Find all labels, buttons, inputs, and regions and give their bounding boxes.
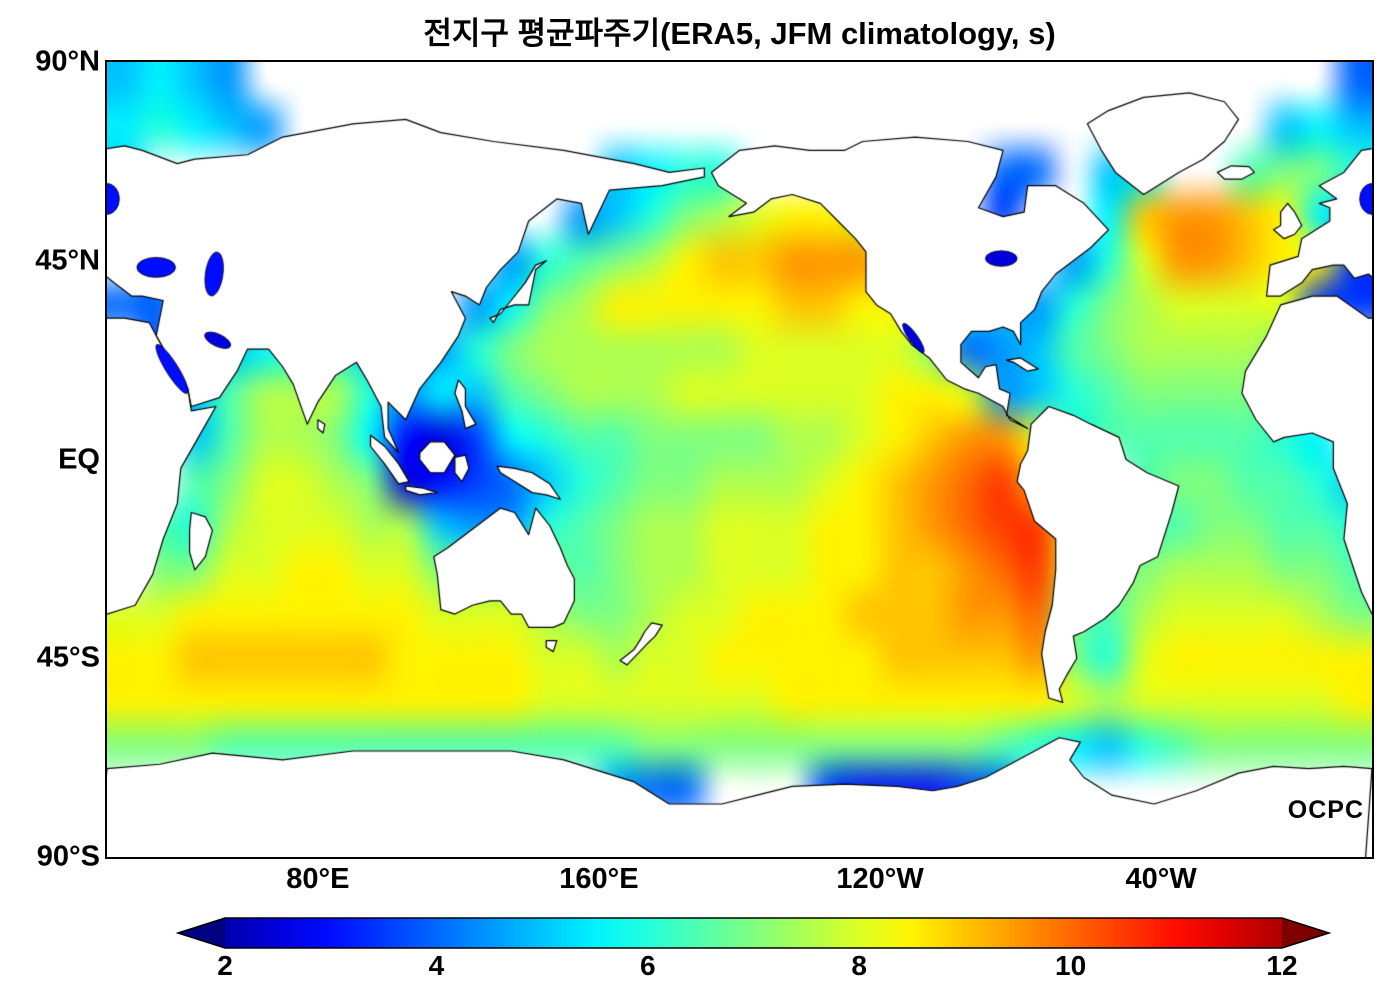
y-axis-label: 90°N [35,45,100,78]
colorbar-tick-label: 8 [851,950,867,981]
plot-frame [105,60,1374,859]
y-axis-label: 45°S [36,641,100,674]
y-axis-label: 90°S [36,840,100,873]
colorbar-under-arrow [178,918,225,948]
colorbar-tick-label: 6 [640,950,656,981]
colorbar-gradient [225,918,1282,948]
colorbar-tick-label: 10 [1055,950,1087,981]
x-axis-label: 160°E [559,863,639,895]
colorbar-tick-label: 12 [1266,950,1298,981]
colorbar-over-arrow [1282,918,1329,948]
colorbar [175,917,1332,949]
map-canvas [107,62,1372,857]
colorbar-tick-label: 2 [217,950,233,981]
colorbar-outline [175,917,1332,949]
chart-title: 전지구 평균파주기(ERA5, JFM climatology, s) [423,16,1056,51]
x-axis-label: 40°W [1125,863,1197,895]
x-axis-label: 80°E [286,863,350,895]
colorbar-tick-label: 4 [428,950,445,981]
y-axis-label: 45°N [35,244,100,277]
x-axis-label: 120°W [836,863,924,895]
y-axis-label: EQ [58,443,100,475]
ocpc-watermark: OCPC [1287,796,1364,824]
